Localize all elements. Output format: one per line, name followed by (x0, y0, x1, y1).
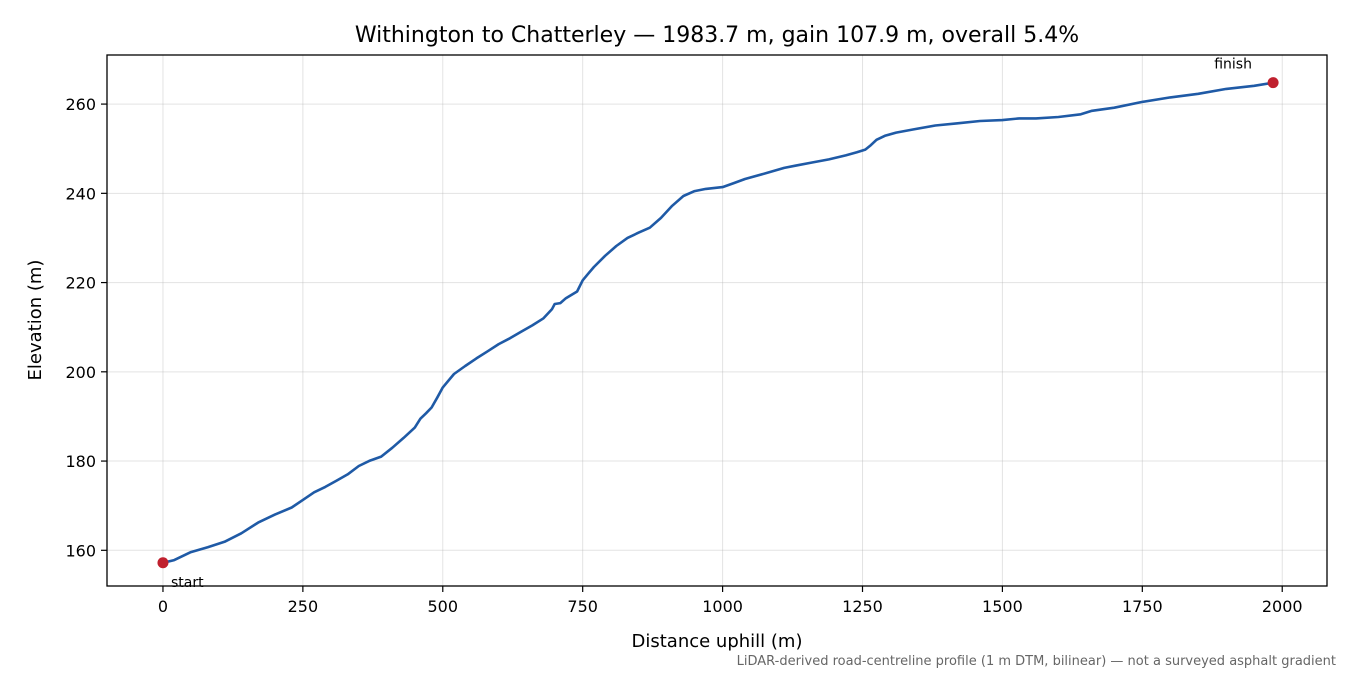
x-tick-label: 2000 (1262, 597, 1303, 616)
start-marker (157, 557, 169, 569)
y-tick-label: 260 (65, 95, 96, 114)
y-tick-label: 240 (65, 184, 96, 203)
grid-lines (107, 55, 1327, 586)
finish-marker (1267, 77, 1279, 89)
x-tick-label: 250 (288, 597, 319, 616)
x-axis-label: Distance uphill (m) (632, 631, 803, 652)
x-tick-label: 1500 (982, 597, 1023, 616)
finish-annotation: finish (1214, 57, 1252, 73)
x-tick-label: 0 (158, 597, 168, 616)
y-tick-label: 160 (65, 541, 96, 560)
x-tick-label: 500 (428, 597, 459, 616)
y-tick-label: 180 (65, 452, 96, 471)
x-tick-label: 1250 (842, 597, 883, 616)
x-tick-label: 1750 (1122, 597, 1163, 616)
x-tick-label: 1000 (702, 597, 743, 616)
chart-title: Withington to Chatterley — 1983.7 m, gai… (355, 23, 1079, 48)
y-axis-label: Elevation (m) (25, 260, 46, 381)
plot-area-frame (106, 54, 1328, 587)
axis-ticks: 0 250 500 750 1000 1250 1500 1750 2000 160 180 200 2… (65, 95, 1302, 616)
elevation-profile-line (162, 81, 1274, 565)
footnote: LiDAR-derived road-centreline profile (1… (737, 654, 1336, 669)
x-tick-label: 750 (567, 597, 598, 616)
y-tick-label: 200 (65, 363, 96, 382)
y-tick-label: 220 (65, 274, 96, 293)
start-annotation: start (171, 575, 204, 591)
